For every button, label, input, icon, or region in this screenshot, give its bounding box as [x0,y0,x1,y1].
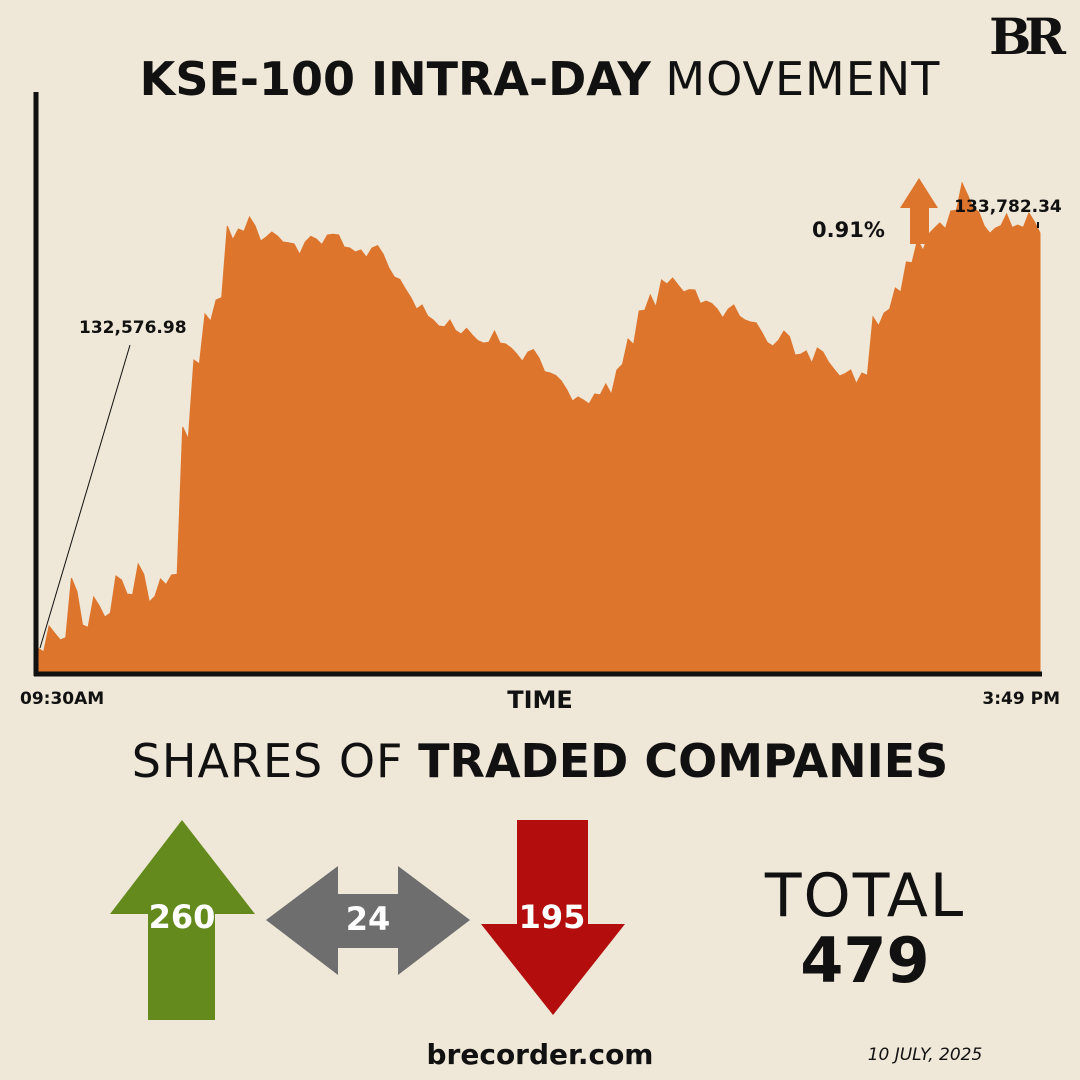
decliners-count: 195 [518,898,586,936]
breadth-arrows [110,820,625,1020]
x-end-label: 3:49 PM [982,689,1060,709]
decliners-arrow-icon [481,820,625,1015]
breadth-heading-bold: TRADED COMPANIES [418,734,949,788]
advancers-arrow-icon [110,820,255,1020]
intraday-chart [33,92,1042,677]
total-value: 479 [800,924,930,997]
total-label: TOTAL [764,861,966,931]
up-arrow-icon [900,178,938,244]
title-bold: KSE-100 INTRA-DAY [139,52,651,106]
index-area [37,181,1041,673]
x-axis-title: TIME [507,686,573,714]
report-date: 10 JULY, 2025 [867,1045,983,1065]
unchanged-count: 24 [345,900,391,938]
brand-logo: BR [989,7,1066,66]
title-light: MOVEMENT [665,52,941,106]
breadth-heading: SHARES OF TRADED COMPANIES [0,738,1080,784]
breadth-heading-light: SHARES OF [131,734,404,788]
change-percent: 0.91% [812,218,885,242]
advancers-count: 260 [148,898,216,936]
x-start-label: 09:30AM [20,689,105,709]
open-leader-line [39,344,131,649]
close-value-label: 133,782.34 [954,197,1062,217]
open-value-label: 132,576.98 [79,318,187,338]
unchanged-arrow-icon [266,866,470,975]
chart-title: KSE-100 INTRA-DAY MOVEMENT [0,56,1080,102]
website-link[interactable]: brecorder.com [426,1038,654,1071]
